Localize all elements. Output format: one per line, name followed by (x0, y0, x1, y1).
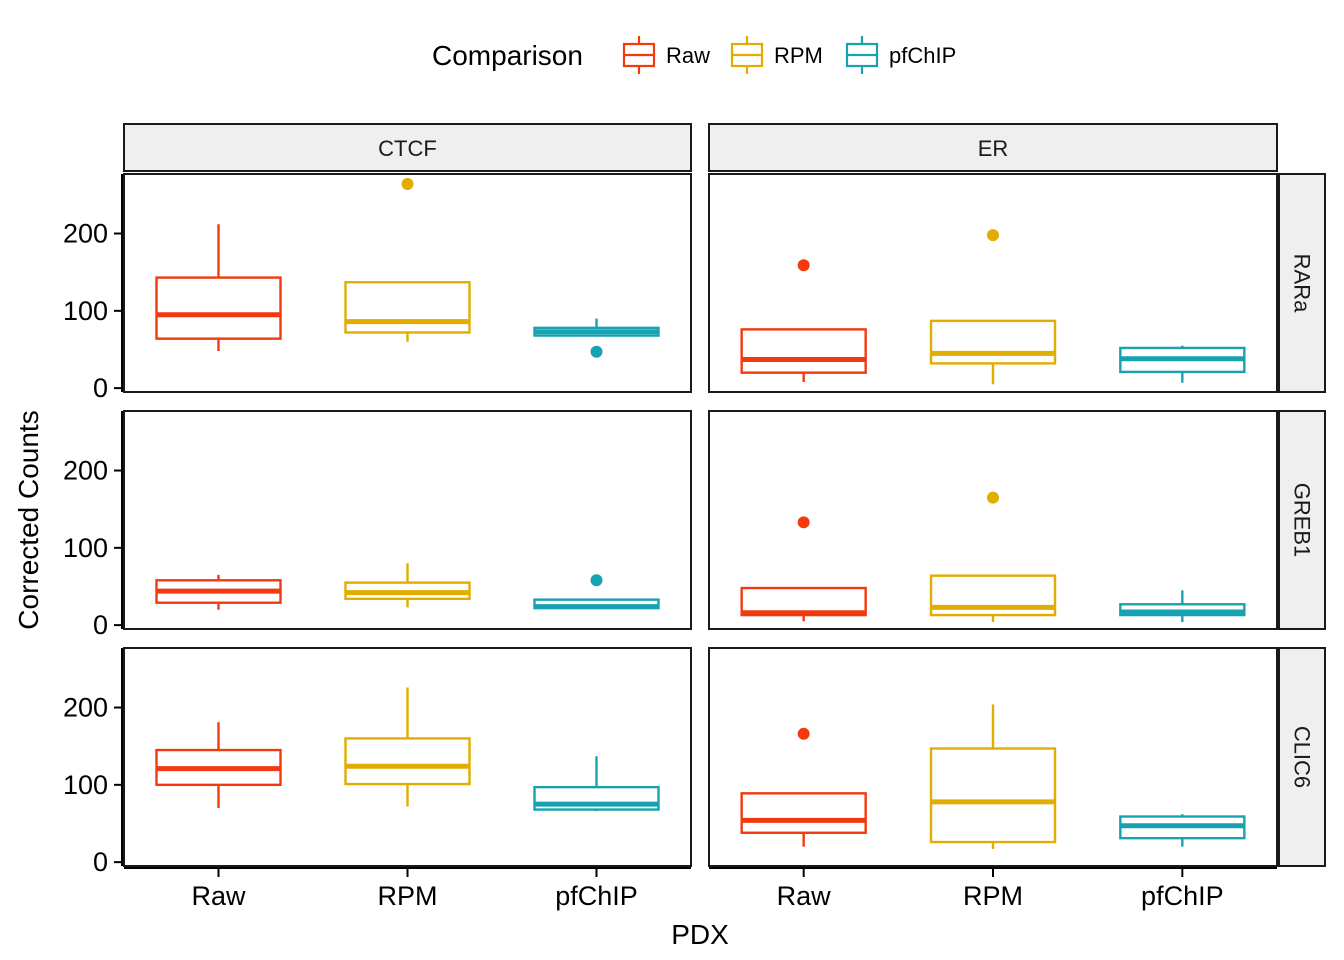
box-raw (740, 516, 867, 622)
legend-key (622, 36, 656, 74)
strip-label-rara: RARa (1290, 254, 1315, 313)
legend: Comparison Raw RPM pfChIP (432, 36, 956, 74)
column-strips: CTCF ER (123, 123, 1278, 172)
panel-ctcf-rara (123, 173, 692, 393)
x-axes: Raw RPM pfChIP Raw RPM pfChIP (124, 867, 1277, 911)
box-iqr (155, 276, 282, 340)
box-raw (155, 722, 282, 809)
box-iqr (740, 792, 867, 834)
box-rpm (344, 178, 471, 342)
panel-border (708, 410, 1278, 630)
strip-ctcf: CTCF (123, 123, 692, 172)
x-tick-label: pfChIP (1141, 881, 1224, 911)
legend-label: Raw (666, 43, 710, 68)
y-axes: 0 100 200 0 100 200 0 100 200 (63, 174, 123, 877)
strip-rara: RARa (1278, 173, 1326, 393)
legend-label: RPM (774, 43, 823, 68)
box-pfchip (1119, 590, 1246, 623)
outlier-point (797, 516, 810, 529)
legend-entry-pfchip: pfChIP (845, 36, 956, 74)
box-rpm (344, 687, 471, 807)
box-raw (740, 259, 867, 382)
strip-greb1: GREB1 (1278, 410, 1326, 630)
box-iqr (344, 737, 471, 786)
legend-label: pfChIP (889, 43, 956, 68)
x-tick-label: pfChIP (555, 881, 638, 911)
panel-er-greb1 (708, 410, 1278, 630)
box-iqr (929, 319, 1057, 365)
box-pfchip (1119, 814, 1246, 847)
legend-entry-raw: Raw (622, 36, 710, 74)
panel-ctcf-clic6 (123, 647, 692, 867)
outlier-point (590, 574, 603, 587)
panel-border (123, 647, 692, 867)
y-tick-label: 200 (63, 693, 108, 723)
y-axis-title: Corrected Counts (13, 410, 44, 629)
box-iqr (344, 281, 471, 334)
outlier-point (797, 727, 810, 740)
box-pfchip (533, 574, 660, 610)
y-tick-label: 0 (93, 610, 108, 640)
strip-label-clic6: CLIC6 (1290, 726, 1315, 788)
outlier-point (987, 229, 999, 242)
x-tick-label: RPM (378, 881, 438, 911)
panels (123, 173, 1278, 867)
panel-er-clic6 (708, 647, 1278, 867)
y-tick-label: 100 (63, 533, 108, 563)
box-rpm (929, 229, 1057, 385)
legend-entries: Raw RPM pfChIP (622, 36, 956, 74)
y-tick-label: 0 (93, 373, 108, 403)
x-axis-er: Raw RPM pfChIP (709, 867, 1277, 911)
y-axis-clic6: 0 100 200 (63, 648, 123, 877)
box-rpm (344, 563, 471, 608)
x-axis-ctcf: Raw RPM pfChIP (124, 867, 691, 911)
strip-er: ER (708, 123, 1278, 172)
x-tick-label: Raw (777, 881, 832, 911)
y-tick-label: 200 (63, 219, 108, 249)
box-raw (155, 224, 282, 352)
strip-label-ctcf: CTCF (378, 136, 437, 161)
y-tick-label: 100 (63, 770, 108, 800)
box-rpm (929, 704, 1057, 849)
box-pfchip (533, 756, 660, 812)
box-iqr (740, 328, 867, 374)
box-rpm (929, 491, 1057, 623)
panel-er-rara (708, 173, 1278, 393)
outlier-point (987, 491, 999, 504)
outlier-point (590, 345, 603, 358)
y-axis-rara: 0 100 200 (63, 174, 123, 403)
panel-border (123, 410, 692, 630)
box-pfchip (533, 318, 660, 358)
x-tick-label: Raw (191, 881, 246, 911)
legend-key (845, 36, 879, 74)
legend-key (730, 36, 764, 74)
outlier-point (401, 178, 414, 191)
box-pfchip (1119, 345, 1246, 383)
strip-label-er: ER (978, 136, 1009, 161)
box-iqr (929, 747, 1057, 844)
y-axis-greb1: 0 100 200 (63, 411, 123, 640)
box-raw (155, 574, 282, 610)
x-tick-label: RPM (963, 881, 1023, 911)
legend-title: Comparison (432, 40, 583, 71)
strip-clic6: CLIC6 (1278, 647, 1326, 867)
row-strips: RARa GREB1 CLIC6 (1278, 173, 1326, 867)
x-axis-title: PDX (671, 919, 729, 950)
panel-border (123, 173, 692, 393)
panel-ctcf-greb1 (123, 410, 692, 630)
y-tick-label: 200 (63, 456, 108, 486)
panel-border (708, 647, 1278, 867)
outlier-point (797, 259, 810, 272)
y-tick-label: 100 (63, 296, 108, 326)
panel-border (708, 173, 1278, 393)
legend-entry-rpm: RPM (730, 36, 823, 74)
strip-label-greb1: GREB1 (1290, 483, 1315, 558)
box-raw (740, 727, 867, 847)
y-tick-label: 0 (93, 847, 108, 877)
